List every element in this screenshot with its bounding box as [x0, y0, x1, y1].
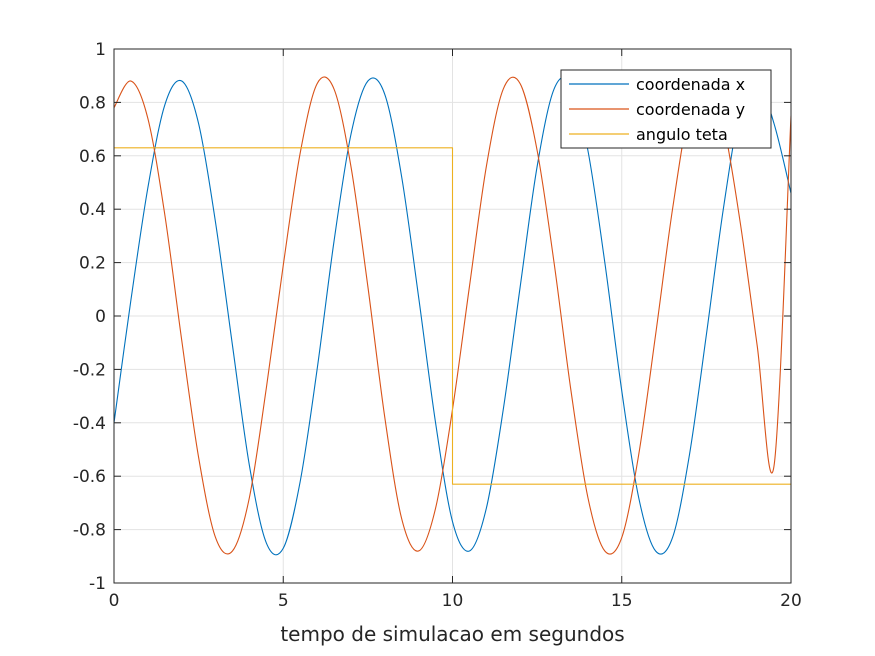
y-tick-label: 0	[95, 307, 106, 327]
legend: coordenada x coordenada y angulo teta	[560, 69, 772, 149]
series-line-angulo-teta	[114, 147, 791, 485]
x-tick-label: 15	[611, 591, 633, 611]
x-tick-label: 20	[780, 591, 802, 611]
y-tick-label: 0.8	[79, 93, 106, 113]
y-tick-label: 0.4	[79, 200, 106, 220]
x-tick-label: 5	[278, 591, 289, 611]
x-tick-label: 10	[442, 591, 464, 611]
y-tick-label: -0.6	[73, 467, 106, 487]
legend-entry-label: angulo teta	[636, 125, 728, 144]
y-tick-label: 1	[95, 40, 106, 60]
x-tick-label: 0	[109, 591, 120, 611]
y-tick-label: 0.6	[79, 147, 106, 167]
y-tick-label: -1	[89, 574, 106, 594]
y-tick-label: 0.2	[79, 254, 106, 274]
y-tick-label: -0.4	[73, 414, 106, 434]
x-axis-title: tempo de simulacao em segundos	[280, 622, 624, 646]
series-line-coordenada-x	[113, 76, 792, 556]
legend-entry-label: coordenada x	[636, 75, 745, 94]
legend-entry-label: coordenada y	[636, 100, 745, 119]
axis-ticks: 0 5 10 15 20 -1 -0.8 -0.6 -0.4 -0.2 0 0.2 0.4 0.6 0.8 1	[73, 40, 802, 611]
y-tick-label: -0.8	[73, 521, 106, 541]
y-tick-label: -0.2	[73, 360, 106, 380]
